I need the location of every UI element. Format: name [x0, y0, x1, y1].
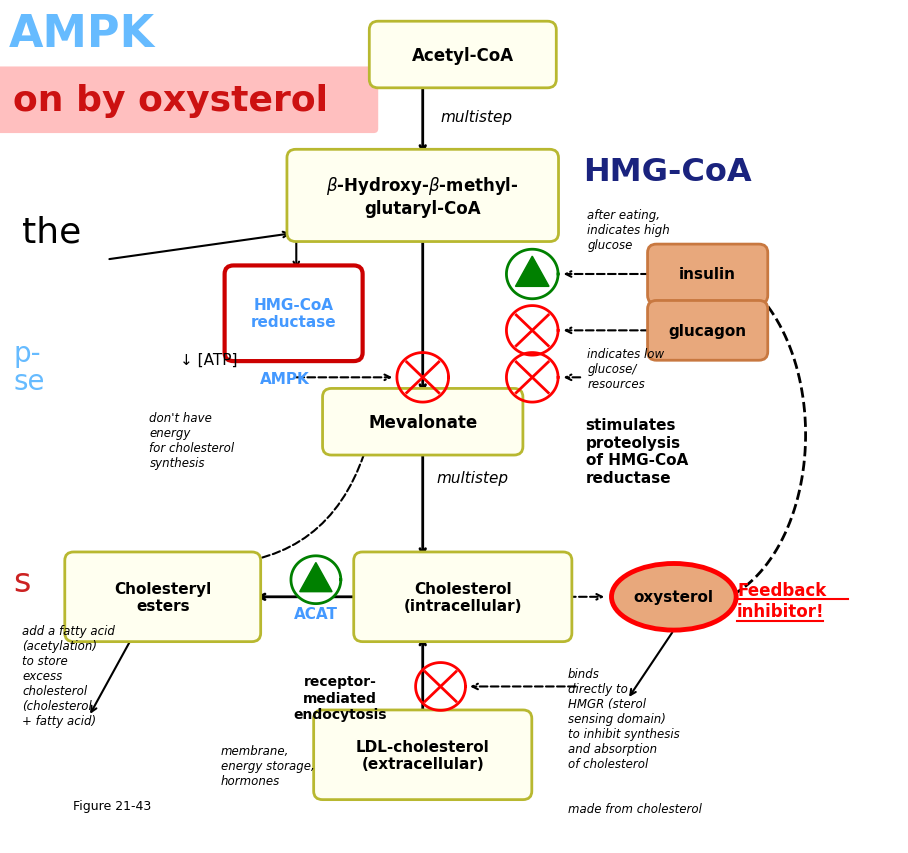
FancyBboxPatch shape: [647, 301, 768, 361]
Polygon shape: [291, 556, 340, 604]
Ellipse shape: [611, 564, 736, 630]
Text: p-: p-: [13, 340, 41, 368]
Text: Mevalonate: Mevalonate: [368, 413, 478, 432]
Text: Cholesterol
(intracellular): Cholesterol (intracellular): [403, 581, 522, 613]
Text: Feedback
inhibitor!: Feedback inhibitor!: [737, 582, 826, 620]
Polygon shape: [507, 250, 558, 299]
Text: s: s: [13, 566, 31, 598]
FancyBboxPatch shape: [322, 389, 523, 456]
Text: multistep: multistep: [436, 470, 508, 485]
FancyBboxPatch shape: [64, 553, 261, 641]
FancyBboxPatch shape: [313, 710, 532, 800]
Text: insulin: insulin: [679, 267, 736, 282]
FancyBboxPatch shape: [287, 150, 558, 242]
Text: AMPK: AMPK: [260, 371, 310, 386]
Text: made from cholesterol: made from cholesterol: [568, 802, 702, 815]
Text: receptor-
mediated
endocytosis: receptor- mediated endocytosis: [293, 675, 387, 721]
Text: glucagon: glucagon: [668, 323, 746, 339]
Text: HMG-CoA: HMG-CoA: [583, 157, 752, 188]
Text: ACAT: ACAT: [293, 606, 338, 622]
FancyBboxPatch shape: [370, 22, 557, 89]
Text: don't have
energy
for cholesterol
synthesis: don't have energy for cholesterol synthe…: [150, 411, 234, 469]
Text: ↓ [ATP]: ↓ [ATP]: [180, 352, 237, 368]
FancyBboxPatch shape: [647, 245, 768, 305]
Polygon shape: [516, 257, 549, 287]
Text: HMG-CoA
reductase: HMG-CoA reductase: [251, 298, 337, 330]
FancyBboxPatch shape: [224, 266, 362, 362]
Text: add a fatty acid
(acetylation)
to store
excess
cholesterol
(cholesterol
+ fatty : add a fatty acid (acetylation) to store …: [22, 624, 115, 728]
Polygon shape: [300, 563, 332, 592]
Text: oxysterol: oxysterol: [634, 589, 714, 605]
Text: stimulates
proteolysis
of HMG-CoA
reductase: stimulates proteolysis of HMG-CoA reduct…: [586, 418, 688, 485]
Text: membrane,
energy storage,
hormones: membrane, energy storage, hormones: [221, 744, 314, 786]
Text: Figure 21-43: Figure 21-43: [73, 799, 151, 812]
Text: $\beta$-Hydroxy-$\beta$-methyl-
glutaryl-CoA: $\beta$-Hydroxy-$\beta$-methyl- glutaryl…: [326, 175, 519, 218]
Text: on by oxysterol: on by oxysterol: [13, 84, 328, 118]
Text: Acetyl-CoA: Acetyl-CoA: [411, 46, 514, 65]
Text: multistep: multistep: [440, 110, 512, 125]
Text: LDL-cholesterol
(extracellular): LDL-cholesterol (extracellular): [356, 739, 489, 771]
Text: the: the: [22, 215, 82, 249]
Text: binds
directly to
HMGR (sterol
sensing domain)
to inhibit synthesis
and absorpti: binds directly to HMGR (sterol sensing d…: [568, 667, 679, 770]
Text: indicates low
glucose/
resources: indicates low glucose/ resources: [587, 348, 665, 391]
FancyBboxPatch shape: [0, 67, 379, 134]
Text: after eating,
indicates high
glucose: after eating, indicates high glucose: [587, 209, 670, 252]
FancyBboxPatch shape: [354, 553, 572, 641]
Text: Cholesteryl
esters: Cholesteryl esters: [114, 581, 212, 613]
Text: se: se: [13, 368, 44, 395]
Text: AMPK: AMPK: [9, 13, 154, 55]
